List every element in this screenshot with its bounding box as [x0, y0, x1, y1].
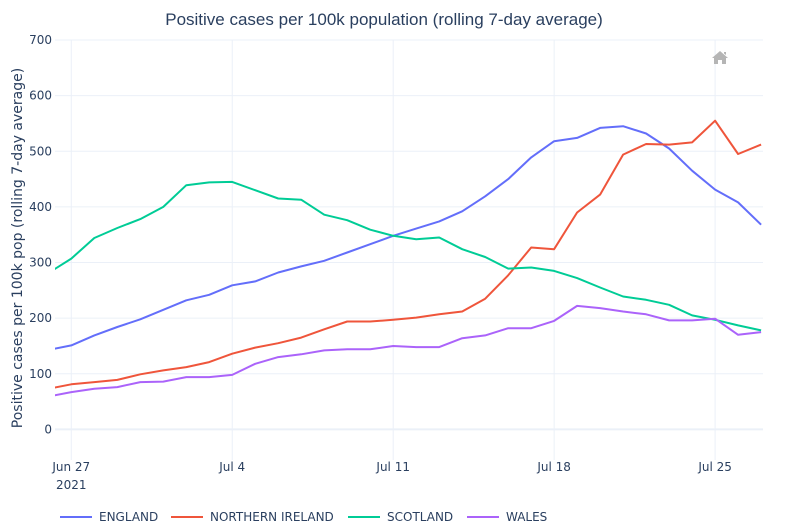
y-tick-label: 600 [29, 89, 52, 103]
x-axis-ticks: Jun 27 2021 Jul 4 Jul 11 Jul 18 Jul 25 [51, 460, 732, 492]
series-line-scotland[interactable] [48, 180, 762, 332]
y-tick-label: 700 [29, 33, 52, 47]
series-line-england[interactable] [48, 125, 762, 350]
x-tick-label: Jul 11 [375, 460, 410, 474]
x-tick-label: Jul 25 [697, 460, 732, 474]
y-tick-label: 100 [29, 367, 52, 381]
legend: ENGLAND NORTHERN IRELAND SCOTLAND WALES [60, 510, 547, 524]
series-line-wales[interactable] [48, 304, 762, 397]
legend-item-northern-ireland[interactable]: NORTHERN IRELAND [171, 510, 334, 524]
legend-label: WALES [506, 510, 547, 524]
y-tick-label: 300 [29, 256, 52, 270]
legend-item-scotland[interactable]: SCOTLAND [348, 510, 453, 524]
legend-label: SCOTLAND [387, 510, 453, 524]
plot-area[interactable] [48, 119, 762, 397]
y-axis-label: Positive cases per 100k pop (rolling 7-d… [10, 68, 26, 428]
home-button[interactable] [712, 51, 728, 64]
x-tick-label: Jul 4 [218, 460, 245, 474]
legend-label: ENGLAND [99, 510, 158, 524]
y-axis-ticks: 0 100 200 300 400 500 600 700 [29, 33, 52, 436]
y-tick-label: 500 [29, 144, 52, 158]
chart-title: Positive cases per 100k population (roll… [165, 10, 603, 29]
gridlines [55, 39, 763, 460]
legend-item-wales[interactable]: WALES [467, 510, 547, 524]
y-tick-label: 400 [29, 200, 52, 214]
x-tick-year-label: 2021 [56, 478, 87, 492]
legend-label: NORTHERN IRELAND [210, 510, 334, 524]
y-tick-label: 0 [44, 422, 52, 436]
x-tick-label: Jul 18 [536, 460, 571, 474]
legend-item-england[interactable]: ENGLAND [60, 510, 158, 524]
x-tick-label: Jun 27 [51, 460, 90, 474]
home-icon[interactable] [712, 51, 728, 64]
y-tick-label: 200 [29, 311, 52, 325]
series-line-northern-ireland[interactable] [48, 119, 762, 389]
